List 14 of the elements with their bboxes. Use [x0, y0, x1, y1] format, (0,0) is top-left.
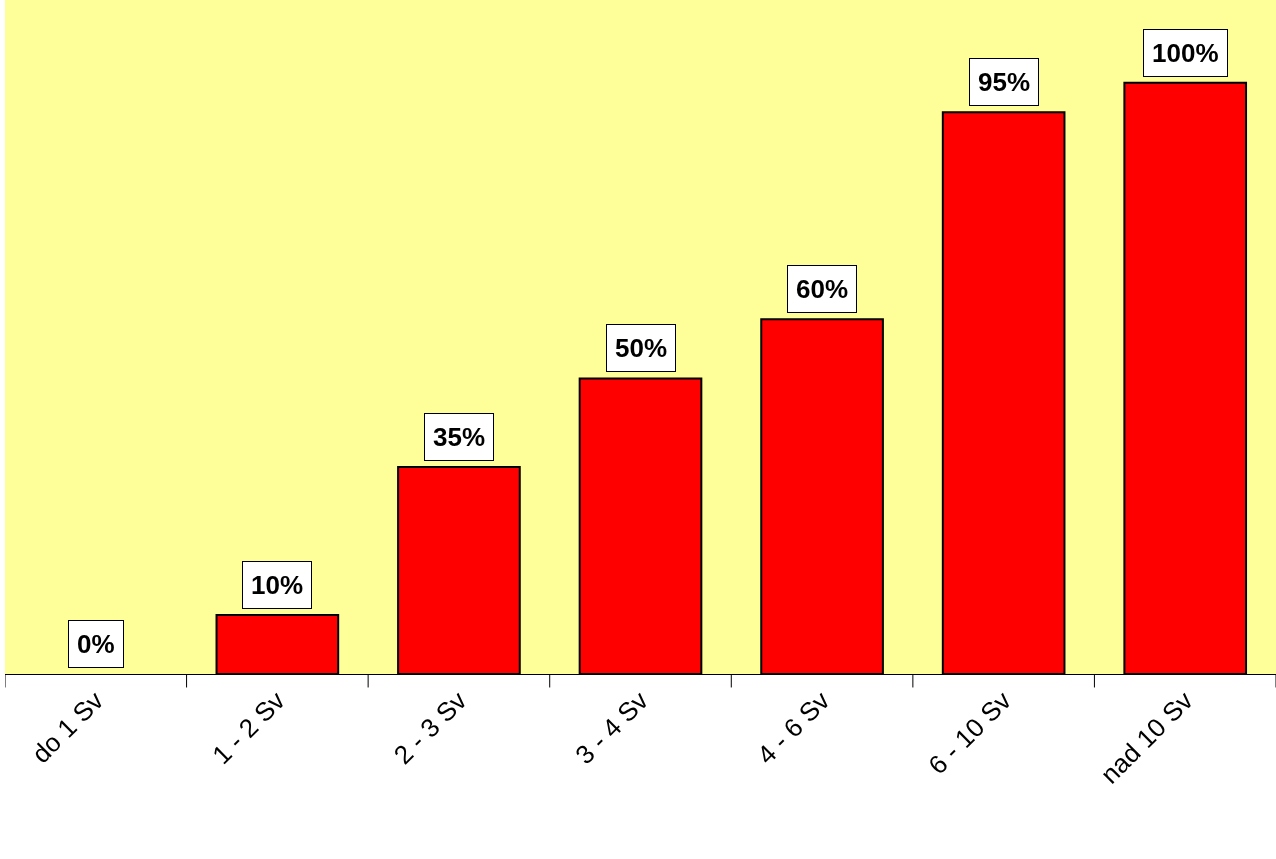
data-label: 35%	[433, 422, 486, 452]
x-tick-label: do 1 Sv	[25, 685, 110, 769]
x-tick-label: 6 - 10 Sv	[922, 685, 1018, 781]
data-label: 50%	[615, 333, 668, 363]
data-label: 60%	[796, 274, 849, 304]
x-tick-label: 3 - 4 Sv	[569, 685, 654, 770]
x-tick-label: 4 - 6 Sv	[750, 685, 836, 770]
data-label: 100%	[1152, 38, 1219, 68]
x-tick-label: 2 - 3 Sv	[387, 685, 473, 770]
data-label: 10%	[251, 570, 304, 600]
data-label: 95%	[978, 67, 1031, 97]
x-tick-label: nad 10 Sv	[1094, 685, 1199, 790]
x-tick-label: 1 - 2 Sv	[206, 685, 291, 770]
data-label: 0%	[77, 629, 115, 659]
